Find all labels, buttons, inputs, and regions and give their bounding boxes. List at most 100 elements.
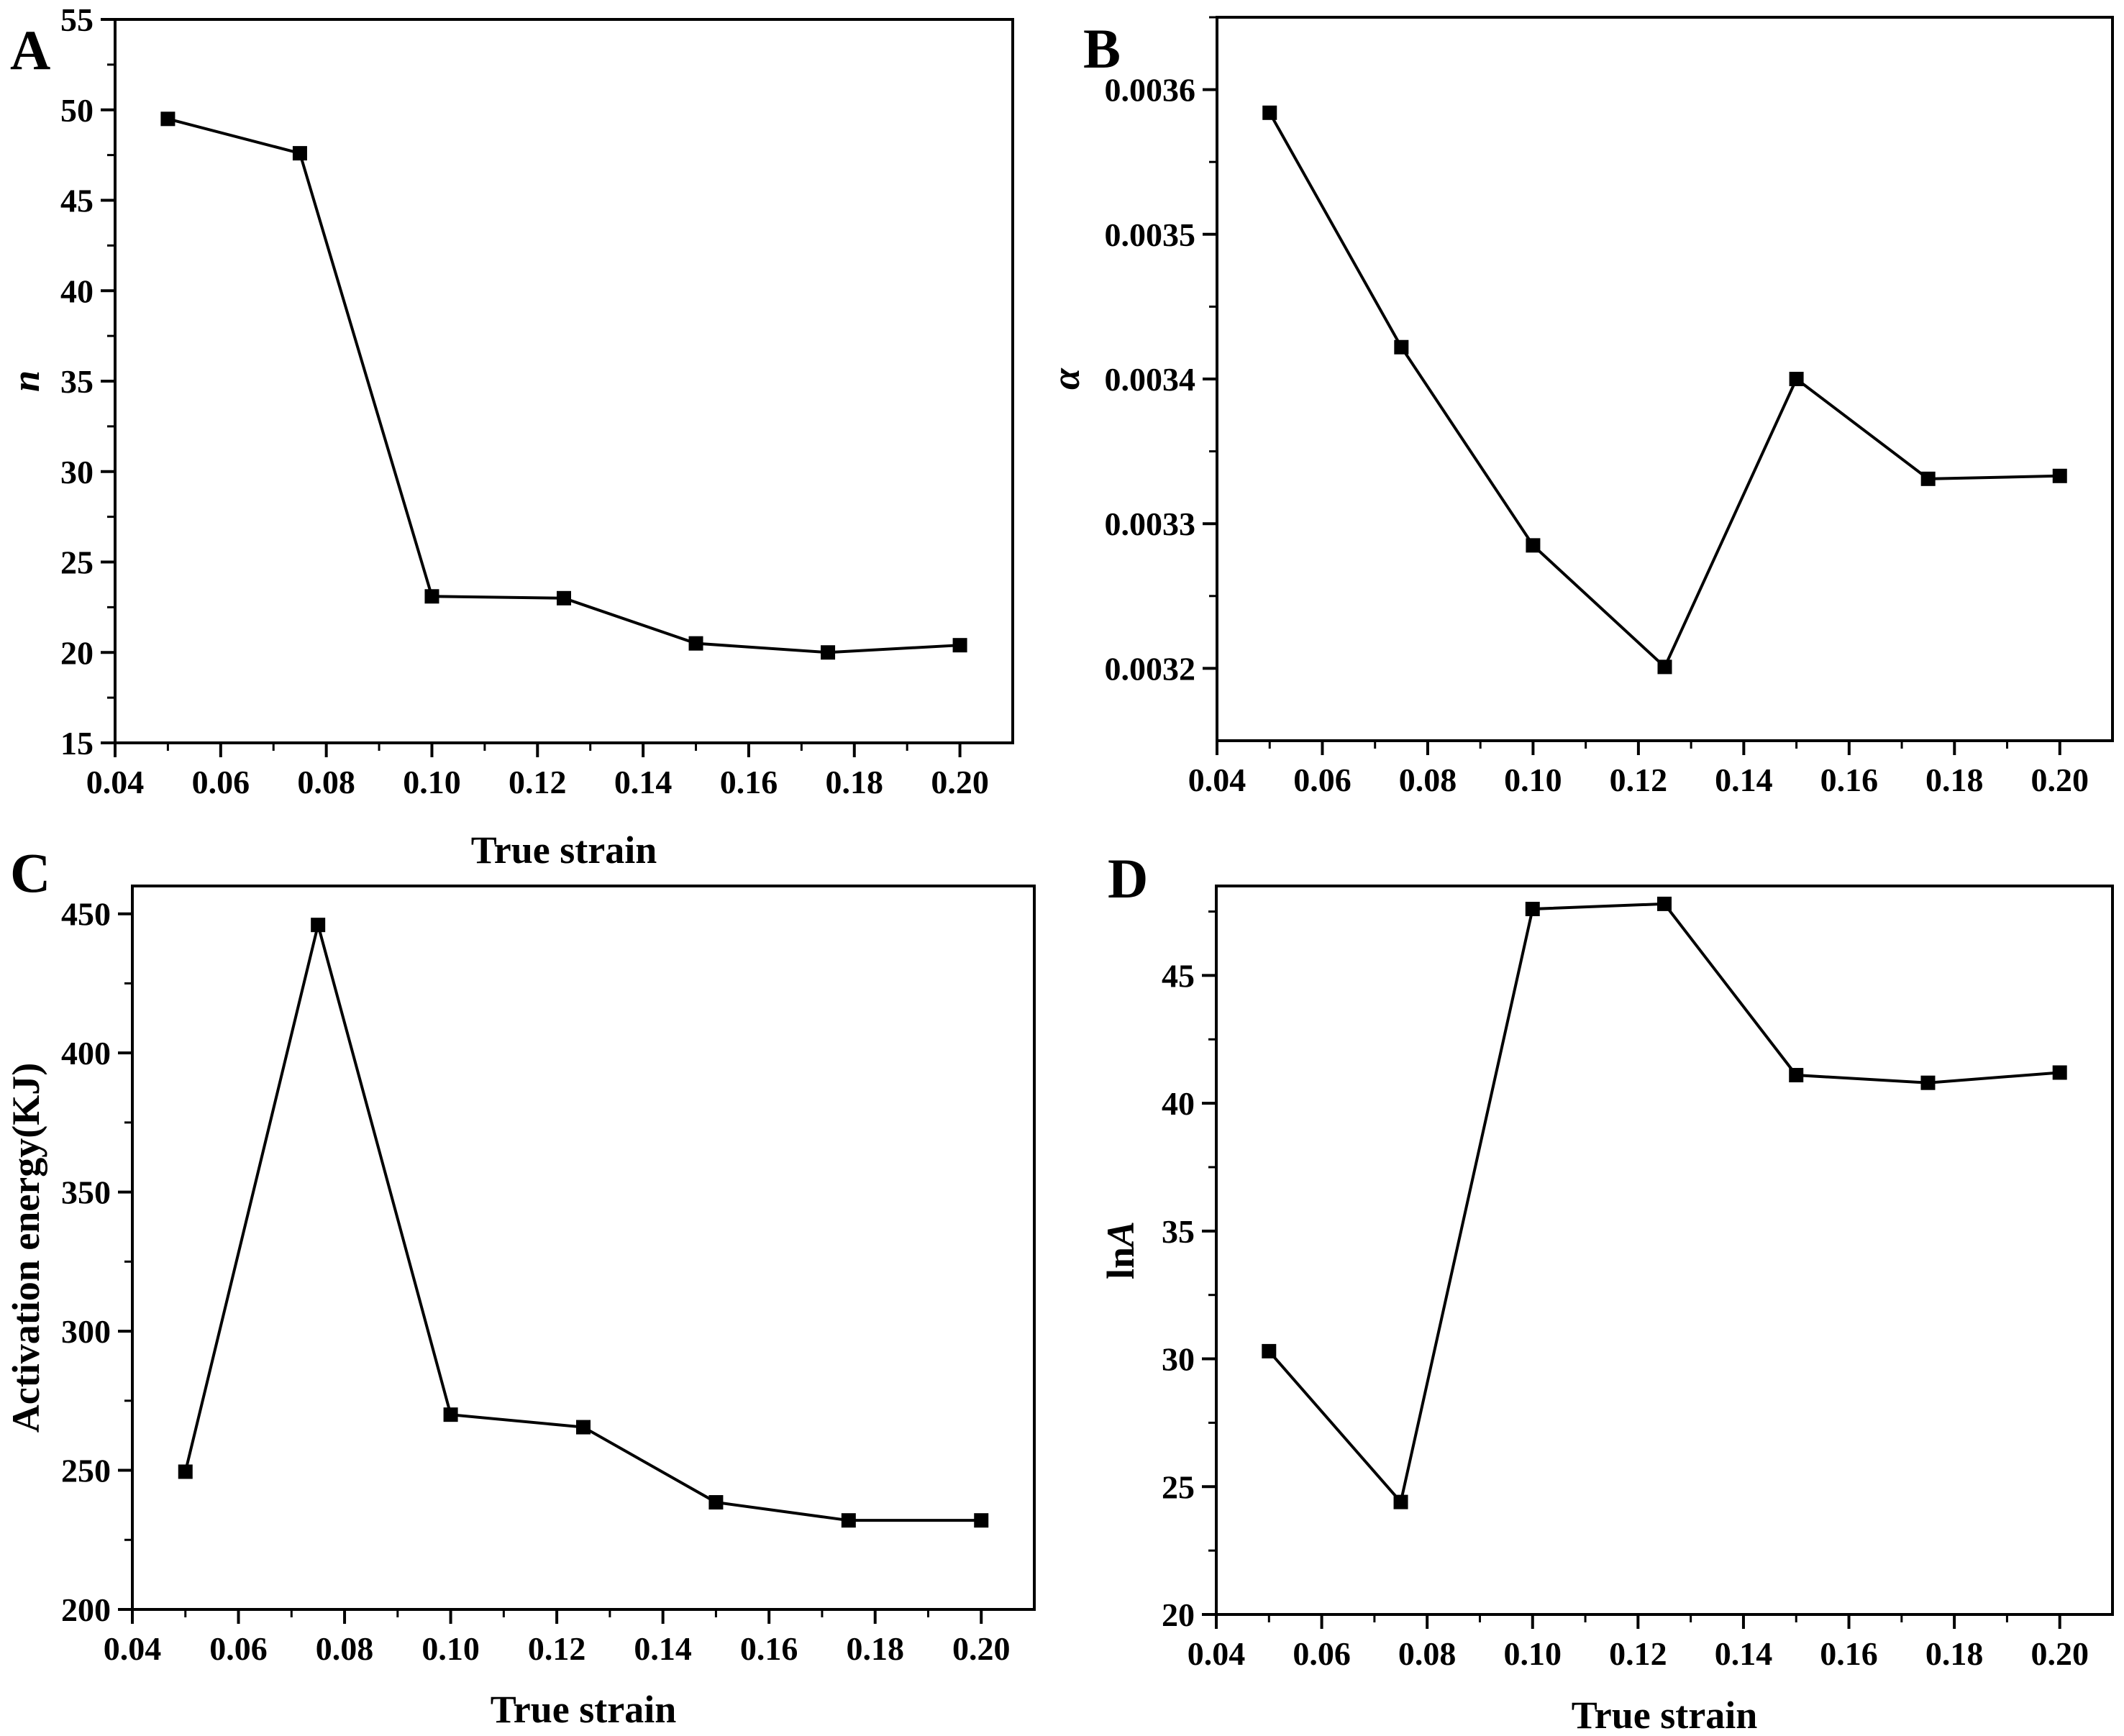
panel-c-data-point	[974, 1513, 989, 1528]
panel-a-x-tick-label: 0.16	[720, 764, 778, 800]
panel-d-plot-frame	[1215, 885, 2114, 1616]
panel-d-data-point	[1393, 1494, 1408, 1509]
panel-b-x-tick-label: 0.14	[1715, 762, 1773, 798]
panel-c-y-tick-label: 350	[61, 1174, 111, 1211]
panel-a-y-tick-label: 35	[60, 363, 94, 400]
panel-d-y-tick-label: 35	[1162, 1213, 1195, 1250]
panel-b-data-point	[1394, 339, 1409, 355]
panel-d-y-tick-label: 25	[1162, 1468, 1195, 1505]
panel-a-data-point	[821, 645, 836, 660]
panel-b-letter: B	[1083, 17, 1121, 80]
panel-d: D 0.04 0.06 0.08 0.10 0.12 0.14 0.16 0.18 0.20 20 2…	[1099, 847, 2114, 1736]
panel-b-y-tick-label: 0.0034	[1105, 361, 1196, 398]
panel-c-data-point	[841, 1513, 856, 1528]
panel-a-x-tick-label: 0.10	[403, 764, 461, 800]
panel-c-letter: C	[10, 841, 50, 904]
panel-a-data-point	[160, 111, 176, 127]
panel-b-x-tick-label: 0.08	[1399, 762, 1457, 798]
panel-b-x-tick-label: 0.18	[1925, 762, 1984, 798]
panel-d-data-point	[1262, 1343, 1277, 1358]
panel-a-x-axis-title: True strain	[471, 828, 657, 872]
panel-d-x-tick-label: 0.04	[1188, 1635, 1246, 1672]
panel-d-x-tick-label: 0.08	[1398, 1635, 1457, 1672]
panel-d-x-tick-label: 0.18	[1925, 1635, 1984, 1672]
panel-c-y-tick-label: 450	[61, 896, 111, 933]
panel-c-x-tick-label: 0.06	[209, 1630, 268, 1667]
panel-b-x-tick-label: 0.16	[1820, 762, 1879, 798]
panel-a-x-tick-label: 0.04	[86, 764, 145, 800]
panel-c: C 0.04 0.06 0.08 0.10 0.12 0.14 0.16 0.18 0.20 200…	[4, 841, 1036, 1731]
panel-b-data-point	[1526, 538, 1541, 553]
panel-c-x-tick-label: 0.10	[421, 1630, 480, 1667]
panel-c-x-tick-label: 0.20	[952, 1630, 1011, 1667]
panel-c-x-axis-title: True strain	[491, 1688, 676, 1731]
panel-a-y-tick-label: 30	[60, 454, 94, 490]
panel-c-data-point	[443, 1407, 458, 1422]
panel-c-data-point	[311, 918, 326, 933]
panel-a-x-tick-label: 0.12	[509, 764, 567, 800]
panel-a-y-axis-title: n	[4, 370, 47, 392]
panel-c-x-tick-label: 0.12	[528, 1630, 586, 1667]
panel-b-data-point	[2052, 468, 2067, 483]
panel-a-data-point	[952, 638, 967, 653]
panel-d-x-tick-label: 0.14	[1715, 1635, 1773, 1672]
panel-a-data-point	[557, 590, 571, 606]
panel-c-y-tick-label: 200	[61, 1591, 111, 1628]
panel-d-x-axis-title: True strain	[1572, 1694, 1757, 1736]
panel-b-x-tick-label: 0.12	[1610, 762, 1668, 798]
panel-a-x-tick-label: 0.18	[826, 764, 884, 800]
panel-a: A 0.04 0.06 0.08 0.10 0.12 0.14 0.16 0.18 0.20 15 2…	[4, 1, 1014, 872]
panel-c-x-tick-label: 0.16	[740, 1630, 798, 1667]
panel-c-x-tick-label: 0.18	[846, 1630, 904, 1667]
panel-d-y-tick-label: 20	[1162, 1596, 1195, 1633]
panel-b-x-tick-label: 0.04	[1188, 762, 1246, 798]
panel-d-letter: D	[1108, 847, 1148, 910]
panel-d-data-point	[1657, 896, 1672, 911]
panel-c-data-point	[708, 1495, 724, 1510]
panel-c-y-tick-label: 400	[61, 1035, 111, 1072]
panel-d-data-point	[1920, 1075, 1936, 1090]
panel-b-y-tick-label: 0.0033	[1105, 506, 1196, 542]
panel-d-y-axis-title: lnA	[1099, 1221, 1142, 1279]
panel-a-y-tick-label: 45	[60, 183, 94, 219]
panel-a-data-point	[424, 589, 439, 604]
panel-b-y-tick-label: 0.0032	[1105, 650, 1196, 687]
panel-a-y-tick-label: 55	[60, 1, 94, 38]
panel-a-x-tick-label: 0.14	[614, 764, 673, 800]
panel-d-y-tick-label: 40	[1162, 1085, 1195, 1122]
panel-d-x-tick-label: 0.12	[1609, 1635, 1667, 1672]
panel-d-x-tick-label: 0.16	[1820, 1635, 1878, 1672]
panel-a-x-tick-label: 0.06	[192, 764, 250, 800]
panel-a-y-tick-label: 50	[60, 92, 94, 129]
panel-b-y-tick-label: 0.0035	[1105, 216, 1196, 253]
panel-a-y-tick-label: 15	[60, 725, 94, 762]
panel-a-y-tick-label: 40	[60, 273, 94, 309]
panel-a-y-tick-label: 25	[60, 544, 94, 581]
panel-d-x-tick-label: 0.06	[1293, 1635, 1351, 1672]
panel-b-y-axis-title: α	[1044, 367, 1088, 390]
panel-d-data-point	[2052, 1065, 2067, 1080]
panel-a-y-tick-label: 20	[60, 634, 94, 671]
panel-d-x-tick-label: 0.10	[1504, 1635, 1562, 1672]
panel-a-data-point	[292, 146, 307, 161]
panel-d-y-tick-label: 45	[1162, 957, 1195, 994]
panel-b-x-tick-label: 0.20	[2031, 762, 2089, 798]
panel-d-data-point	[1525, 901, 1540, 916]
panel-b-data-point	[1657, 659, 1672, 675]
panel-b-x-tick-label: 0.10	[1504, 762, 1562, 798]
panel-a-letter: A	[10, 19, 50, 81]
panel-a-x-tick-label: 0.20	[931, 764, 989, 800]
panel-b-data-point	[1262, 105, 1277, 120]
panel-b-data-point	[1920, 471, 1936, 486]
panel-c-plot-frame	[131, 885, 1036, 1611]
panel-b-data-point	[1789, 372, 1804, 386]
panel-a-x-tick-label: 0.08	[297, 764, 355, 800]
panel-d-y-tick-label: 30	[1162, 1341, 1195, 1378]
panel-b-y-tick-label: 0.0036	[1105, 72, 1196, 109]
panel-c-y-tick-label: 250	[61, 1453, 111, 1489]
panel-c-y-tick-label: 300	[61, 1313, 111, 1350]
panel-b-x-tick-label: 0.06	[1293, 762, 1352, 798]
panel-c-x-tick-label: 0.04	[104, 1630, 162, 1667]
